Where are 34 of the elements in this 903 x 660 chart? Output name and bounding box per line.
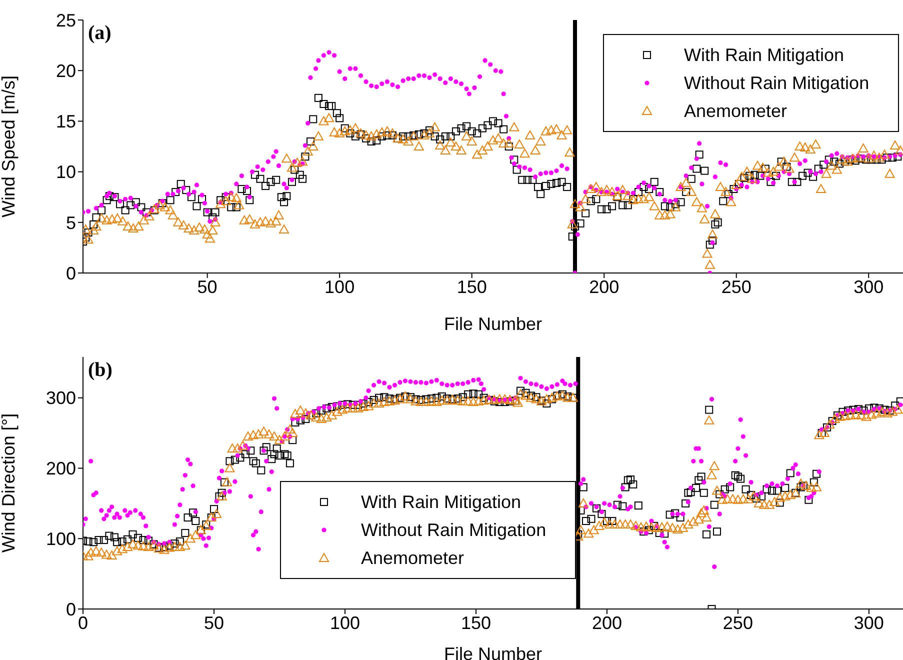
y-tick-label: 25 — [56, 10, 76, 30]
x-tick-label: 300 — [854, 612, 884, 633]
legend-label: With Rain Mitigation — [361, 492, 522, 512]
annotation: (b) — [88, 359, 112, 382]
x-tick-label: 200 — [592, 612, 622, 633]
x-tick-label: 200 — [589, 276, 620, 297]
x-tick-label: 250 — [721, 276, 752, 297]
y-tick-label: 200 — [46, 458, 76, 479]
annotation: (a) — [88, 22, 112, 45]
x-axis-title: File Number — [444, 644, 542, 660]
legend-label: Without Rain Mitigation — [361, 520, 546, 540]
y-axis-title: Wind Direction [°] — [0, 413, 18, 553]
x-tick-label: 150 — [456, 276, 487, 297]
x-tick-label: 50 — [197, 276, 218, 297]
y-tick-label: 0 — [66, 599, 76, 620]
legend-label: Anemometer — [684, 100, 788, 122]
x-axis-title: File Number — [444, 314, 542, 334]
y-tick-label: 20 — [56, 60, 76, 81]
x-tick-label: 300 — [854, 276, 884, 297]
legend-label: With Rain Mitigation — [684, 44, 844, 66]
y-tick-label: 100 — [46, 529, 76, 549]
x-tick-label: 250 — [722, 612, 753, 633]
y-tick-label: 15 — [56, 112, 76, 132]
y-axis-title: Wind Speed [m/s] — [0, 75, 18, 218]
x-tick-label: 100 — [330, 612, 360, 633]
legend-label: Anemometer — [361, 548, 464, 568]
x-tick-label: 50 — [204, 612, 224, 633]
y-tick-label: 10 — [56, 162, 76, 182]
y-tick-label: 5 — [66, 212, 76, 233]
legend-label: Without Rain Mitigation — [684, 72, 870, 94]
y-tick-label: 300 — [46, 388, 76, 408]
x-tick-label: 100 — [324, 276, 355, 297]
y-tick-label: 0 — [66, 263, 76, 284]
x-tick-label: 150 — [460, 612, 491, 633]
